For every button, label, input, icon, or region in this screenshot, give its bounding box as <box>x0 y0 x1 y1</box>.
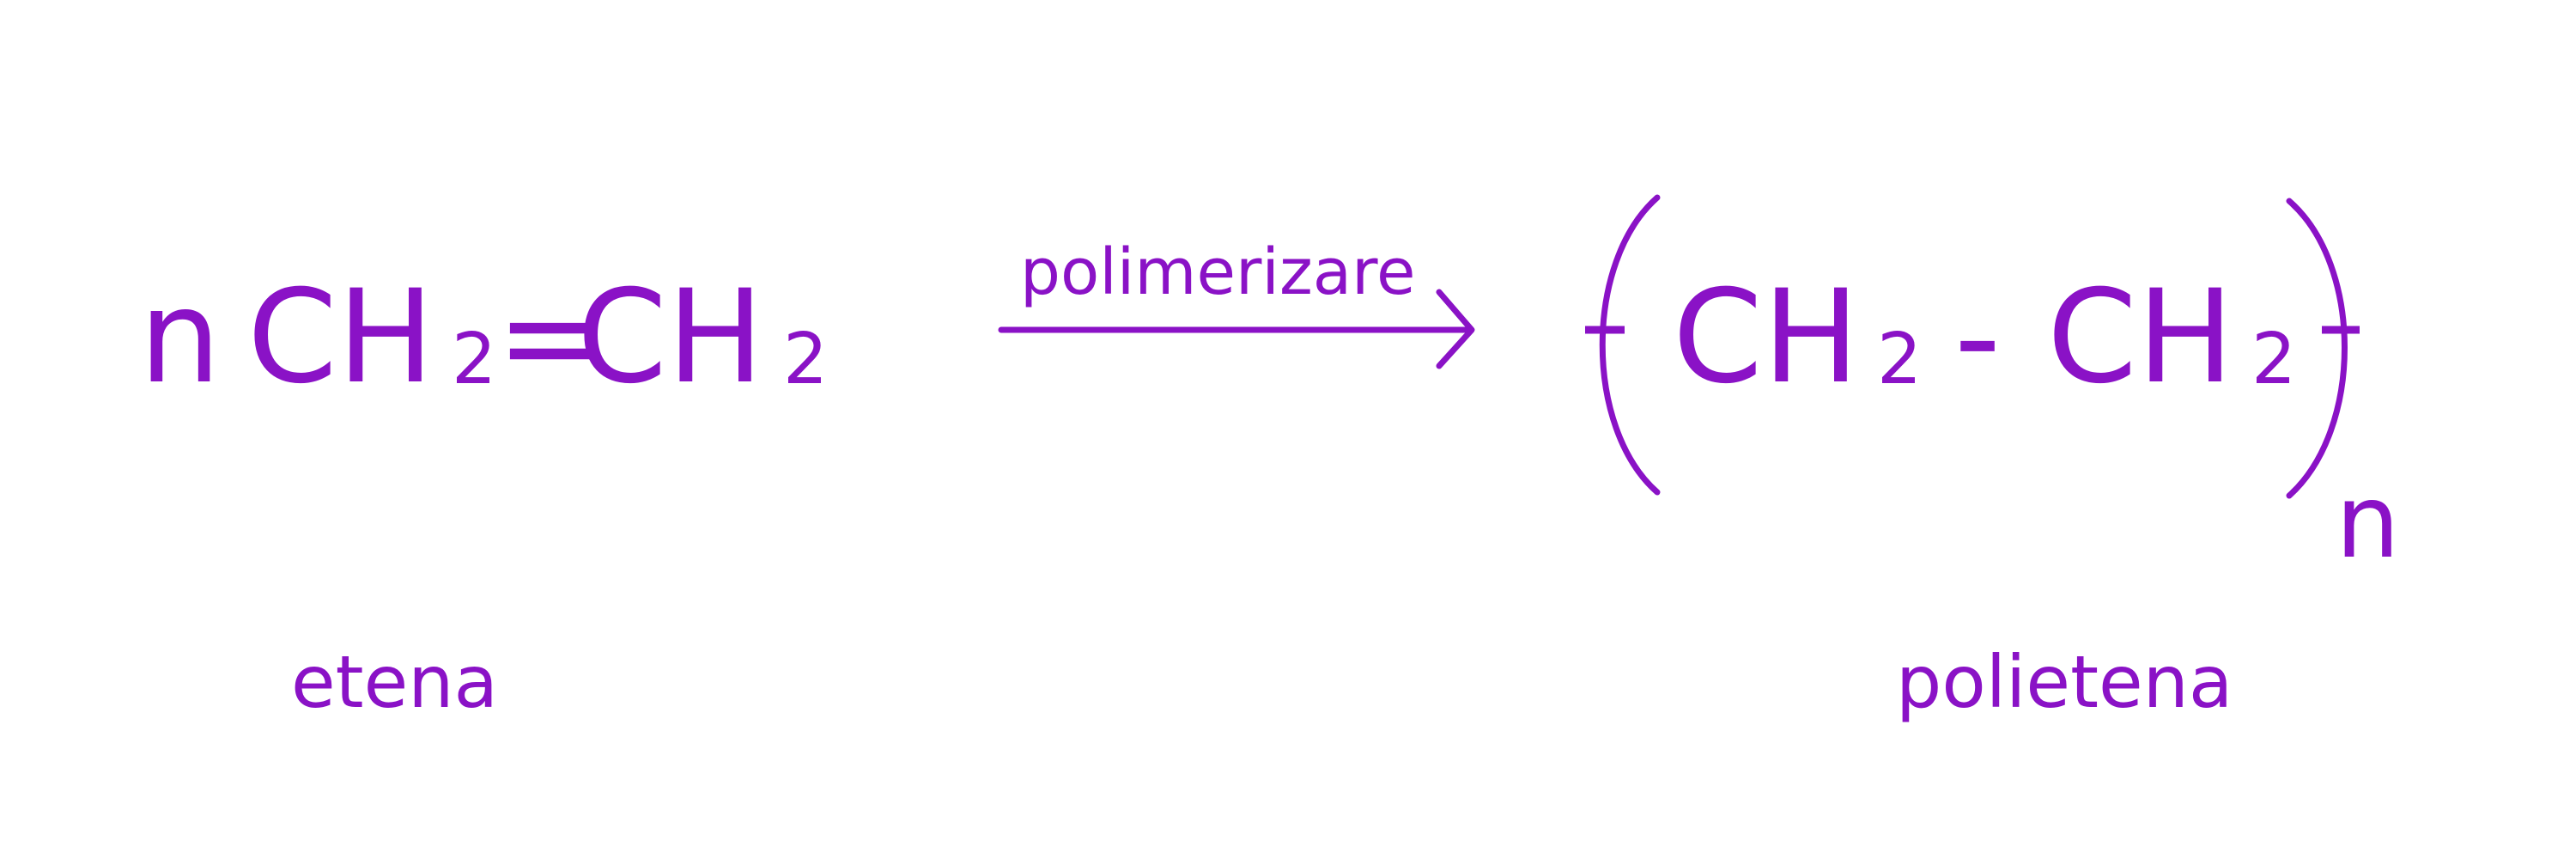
reactant-label: etena <box>291 640 499 724</box>
reaction-condition: polimerizare <box>1020 235 1416 309</box>
product-group-1-subscript: 2 <box>1877 319 1923 400</box>
reactant-double-bond: = <box>496 263 605 412</box>
left-bracket-icon <box>1599 194 1661 496</box>
product-label: polietena <box>1896 640 2233 724</box>
reaction-arrow-icon <box>998 289 1475 369</box>
repeat-index: n <box>2336 462 2400 581</box>
product-group-2: CH <box>2047 263 2234 412</box>
reactant-group-1-subscript: 2 <box>452 319 497 400</box>
product-group-2-subscript: 2 <box>2251 319 2297 400</box>
product-group-1: CH <box>1673 263 1860 412</box>
reactant-group-1: CH <box>247 263 434 412</box>
product-single-bond: - <box>1954 263 2002 412</box>
reactant-group-2-subscript: 2 <box>783 319 829 400</box>
reactant-coefficient: n <box>139 263 222 412</box>
reactant-group-2: CH <box>577 263 764 412</box>
right-bracket-icon <box>2286 198 2348 499</box>
